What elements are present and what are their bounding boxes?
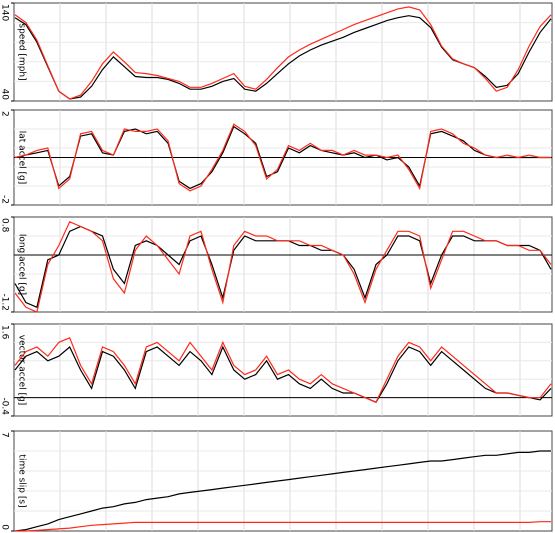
y-tick-label: 7 xyxy=(0,432,10,438)
y-axis-label: vector accel [g] xyxy=(17,335,27,405)
series-line xyxy=(14,123,551,192)
y-axis-label: lat accel [g] xyxy=(17,131,27,184)
y-tick-label: 140 xyxy=(0,4,10,21)
series-line xyxy=(14,6,552,100)
panel xyxy=(13,430,553,532)
y-tick-label: 40 xyxy=(0,89,10,101)
y-tick-label: 0.8 xyxy=(0,218,10,233)
series-line xyxy=(14,221,552,313)
y-axis-label: speed [mph] xyxy=(17,23,27,80)
series-line xyxy=(14,337,552,403)
y-tick-label: 1.6 xyxy=(0,325,10,340)
y-tick-label: 0 xyxy=(0,524,10,530)
panel xyxy=(13,2,553,102)
y-tick-label: -2 xyxy=(0,195,10,204)
series-line xyxy=(15,521,551,532)
panel xyxy=(13,323,553,417)
y-axis-label: time slip [s] xyxy=(17,454,27,507)
series-line xyxy=(14,450,551,532)
panel xyxy=(13,216,553,313)
y-tick-label: -0.4 xyxy=(0,397,10,415)
y-axis-label: long accel [g] xyxy=(17,234,27,295)
series-line xyxy=(14,345,552,403)
y-tick-label: -1.2 xyxy=(0,293,10,311)
y-tick-label: 2 xyxy=(0,111,10,117)
series-line xyxy=(14,125,551,190)
